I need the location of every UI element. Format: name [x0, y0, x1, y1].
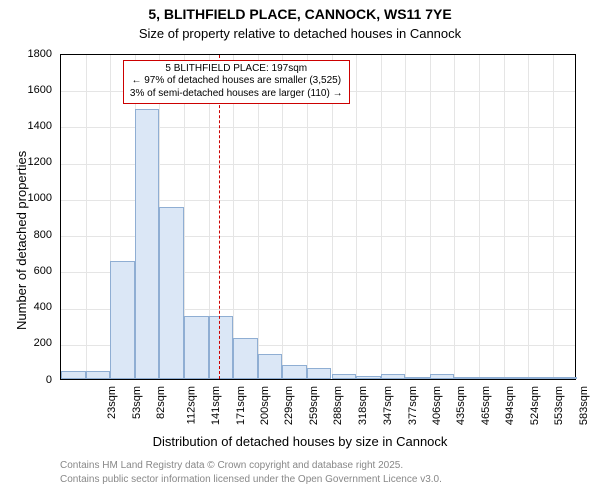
x-tick-label: 377sqm — [407, 386, 419, 425]
x-tick-label: 141sqm — [210, 386, 222, 425]
annotation-line: 5 BLITHFIELD PLACE: 197sqm — [130, 63, 343, 76]
chart-title: 5, BLITHFIELD PLACE, CANNOCK, WS11 7YE — [0, 6, 600, 22]
y-tick-label: 1000 — [0, 192, 52, 204]
histogram-bar — [135, 109, 160, 379]
histogram-bar — [381, 374, 406, 379]
y-tick-label: 800 — [0, 229, 52, 241]
y-tick-label: 1200 — [0, 156, 52, 168]
x-tick-label: 494sqm — [504, 386, 516, 425]
footer-line-1: Contains HM Land Registry data © Crown c… — [60, 460, 403, 471]
histogram-bar — [61, 371, 86, 379]
x-tick-label: 23sqm — [106, 386, 118, 419]
histogram-bar — [209, 316, 234, 379]
y-tick-label: 1800 — [0, 48, 52, 60]
chart-container: 5, BLITHFIELD PLACE, CANNOCK, WS11 7YE S… — [0, 0, 600, 500]
histogram-bar — [479, 377, 504, 379]
x-tick-label: 347sqm — [382, 386, 394, 425]
histogram-bar — [332, 374, 357, 379]
x-tick-label: 524sqm — [529, 386, 541, 425]
histogram-bar — [233, 338, 258, 379]
x-tick-label: 406sqm — [431, 386, 443, 425]
plot-area: 5 BLITHFIELD PLACE: 197sqm← 97% of detac… — [60, 54, 576, 380]
x-tick-label: 553sqm — [553, 386, 565, 425]
histogram-bar — [282, 365, 307, 379]
x-tick-label: 82sqm — [155, 386, 167, 419]
gridline-v — [553, 55, 554, 379]
annotation-box: 5 BLITHFIELD PLACE: 197sqm← 97% of detac… — [123, 60, 350, 105]
x-tick-label: 318sqm — [358, 386, 370, 425]
chart-subtitle: Size of property relative to detached ho… — [0, 26, 600, 41]
histogram-bar — [86, 371, 111, 379]
gridline-v — [528, 55, 529, 379]
gridline-v — [430, 55, 431, 379]
annotation-line: ← 97% of detached houses are smaller (3,… — [130, 75, 343, 88]
x-tick-label: 200sqm — [259, 386, 271, 425]
x-tick-label: 583sqm — [578, 386, 590, 425]
x-tick-label: 229sqm — [283, 386, 295, 425]
x-tick-label: 53sqm — [131, 386, 143, 419]
histogram-bar — [454, 377, 479, 379]
x-axis-label: Distribution of detached houses by size … — [0, 434, 600, 449]
x-tick-label: 171sqm — [235, 386, 247, 425]
y-tick-label: 1400 — [0, 120, 52, 132]
y-tick-label: 1600 — [0, 84, 52, 96]
histogram-bar — [159, 207, 184, 379]
y-tick-label: 400 — [0, 301, 52, 313]
x-tick-label: 112sqm — [185, 386, 197, 424]
gridline-v — [479, 55, 480, 379]
y-tick-label: 600 — [0, 265, 52, 277]
x-tick-label: 435sqm — [455, 386, 467, 425]
y-tick-label: 200 — [0, 337, 52, 349]
histogram-bar — [553, 377, 578, 379]
x-tick-label: 288sqm — [333, 386, 345, 425]
histogram-bar — [110, 261, 135, 379]
y-tick-label: 0 — [0, 374, 52, 386]
gridline-v — [356, 55, 357, 379]
gridline-v — [504, 55, 505, 379]
histogram-bar — [405, 377, 430, 379]
annotation-line: 3% of semi-detached houses are larger (1… — [130, 88, 343, 101]
gridline-v — [381, 55, 382, 379]
histogram-bar — [504, 377, 529, 379]
histogram-bar — [356, 376, 381, 379]
footer-line-2: Contains public sector information licen… — [60, 474, 442, 485]
histogram-bar — [258, 354, 283, 379]
x-tick-label: 259sqm — [308, 386, 320, 425]
histogram-bar — [307, 368, 332, 379]
gridline-v — [405, 55, 406, 379]
gridline-v — [86, 55, 87, 379]
histogram-bar — [184, 316, 209, 379]
x-tick-label: 465sqm — [480, 386, 492, 425]
histogram-bar — [528, 377, 553, 379]
histogram-bar — [430, 374, 455, 379]
gridline-v — [454, 55, 455, 379]
